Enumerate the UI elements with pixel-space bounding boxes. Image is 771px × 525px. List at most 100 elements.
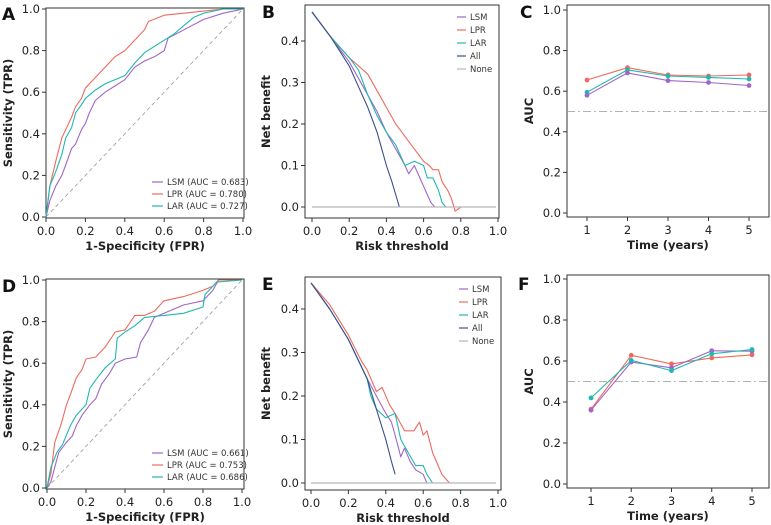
y-tick-label: 0.0 [22, 210, 40, 224]
y-axis-label: AUC [522, 98, 536, 124]
y-tick-label: 1.0 [543, 3, 561, 17]
y-tick-label: 0.1 [281, 159, 299, 173]
legend-entry-lsm: LSM (AUC = 0.661) [167, 449, 249, 459]
series-line-lpr [310, 282, 450, 484]
x-tick-label: 2 [624, 223, 631, 237]
x-tick-label: 1.0 [234, 224, 252, 238]
legend-entry-lpr: LPR [472, 298, 488, 308]
legend-entry-none: None [472, 337, 494, 347]
series-line-lsm [590, 350, 753, 411]
plot-frame [304, 4, 500, 219]
y-tick-label: 0.2 [22, 168, 40, 182]
y-tick-label: 0.4 [543, 395, 561, 409]
y-tick-label: 0.0 [281, 476, 299, 490]
data-point-lar [669, 368, 674, 374]
x-tick-label: 1.0 [233, 495, 251, 509]
panel-f: 1 2 3 4 5 0.0 0.2 0.4 0.6 0.8 1.0 Time (years) AUC F [518, 272, 770, 523]
legend-entry-lpr: LPR (AUC = 0.780) [167, 190, 247, 200]
x-tick-label: 4 [708, 494, 715, 508]
legend-entry-lpr: LPR [470, 26, 486, 36]
y-tick-label: 0.6 [543, 354, 561, 368]
x-tick-label: 1 [583, 223, 590, 237]
panel-label: F [518, 275, 530, 295]
x-tick-label: 0.0 [302, 496, 320, 510]
series-line-lpr [45, 8, 243, 218]
y-tick-label: 0.6 [22, 85, 40, 99]
data-point-lsm [625, 70, 630, 76]
series-line-lpr [311, 11, 462, 212]
y-tick-label: 0.8 [543, 44, 561, 58]
y-axis-label: Net benefit [259, 347, 273, 420]
x-tick-label: 3 [664, 223, 671, 237]
reference-diagonal [46, 279, 243, 489]
y-tick-label: 0.2 [281, 389, 299, 403]
x-tick-label: 0.6 [155, 495, 173, 509]
panel-c: 1 2 3 4 5 0.0 0.2 0.4 0.6 0.8 1.0 Time (years) AUC C [520, 3, 770, 252]
y-tick-label: 0.0 [281, 200, 299, 214]
x-tick-label: 0.0 [303, 224, 321, 238]
x-axis-label: Time (years) [627, 238, 709, 252]
panel-d: 0.0 0.2 0.4 0.6 0.8 1.0 0.0 0.2 0.4 0.6 0.8 1.0 1-Sp… [1, 273, 251, 524]
y-axis-label: Sensitivity (TPR) [1, 330, 15, 439]
panel-label: D [2, 277, 16, 297]
x-tick-label: 0.8 [194, 224, 212, 238]
y-tick-label: 0.8 [22, 315, 40, 329]
x-tick-label: 0.8 [194, 495, 212, 509]
x-axis-label: Risk threshold [356, 511, 450, 525]
y-tick-label: 0.2 [543, 165, 561, 179]
plot-frame [45, 7, 245, 219]
legend-entry-lsm: LSM (AUC = 0.683) [167, 178, 249, 188]
y-tick-label: 0.0 [543, 477, 561, 491]
series-line-lar [310, 282, 434, 484]
legend-entry-lsm: LSM [470, 13, 487, 23]
series-line-lpr [46, 279, 242, 489]
x-tick-label: 0.6 [414, 496, 432, 510]
series-line-lar [45, 8, 243, 218]
y-tick-label: 0.0 [543, 206, 561, 220]
data-point-lsm [665, 78, 671, 84]
x-tick-label: 0.0 [37, 224, 55, 238]
y-tick-label: 0.8 [22, 44, 40, 58]
x-tick-label: 0.8 [452, 224, 470, 238]
data-point-lpr [746, 72, 752, 78]
series-line-all [311, 11, 400, 208]
data-point-lar [749, 347, 755, 352]
legend-entry-lar: LAR (AUC = 0.686) [167, 473, 248, 483]
x-axis-label: Risk threshold [355, 239, 449, 253]
data-point-lar [706, 74, 711, 80]
panel-label: E [262, 275, 274, 295]
series-line-lsm [311, 11, 436, 208]
legend-entry-none: None [470, 65, 492, 75]
y-tick-label: 0.0 [22, 481, 40, 495]
reference-diagonal [45, 8, 244, 218]
x-tick-label: 0.4 [116, 495, 134, 509]
plot-frame [45, 278, 245, 490]
x-tick-label: 1.0 [489, 224, 507, 238]
x-tick-label: 5 [748, 494, 755, 508]
y-tick-label: 1.0 [22, 2, 40, 16]
legend-entry-all: All [472, 324, 483, 334]
x-axis-label: Time (years) [627, 509, 709, 523]
x-tick-label: 0.8 [451, 496, 469, 510]
x-tick-label: 0.6 [414, 224, 432, 238]
legend-entry-lar: LAR [470, 39, 487, 49]
legend-entry-lpr: LPR (AUC = 0.753) [167, 461, 247, 471]
data-point-lsm [584, 92, 590, 98]
data-point-lar [588, 395, 594, 401]
series-line-lar [46, 279, 243, 489]
series-line-lsm [46, 279, 242, 489]
y-tick-label: 0.4 [281, 34, 299, 48]
x-tick-label: 1.0 [489, 496, 507, 510]
x-axis-label: 1-Specificity (FPR) [85, 239, 205, 253]
x-tick-label: 0.2 [77, 495, 95, 509]
x-tick-label: 5 [745, 223, 752, 237]
data-point-lar [628, 357, 634, 363]
data-point-lpr [584, 77, 590, 83]
y-tick-label: 0.3 [281, 346, 299, 360]
series-line-lar [311, 11, 447, 208]
x-tick-label: 0.2 [339, 496, 357, 510]
x-tick-label: 4 [705, 223, 712, 237]
